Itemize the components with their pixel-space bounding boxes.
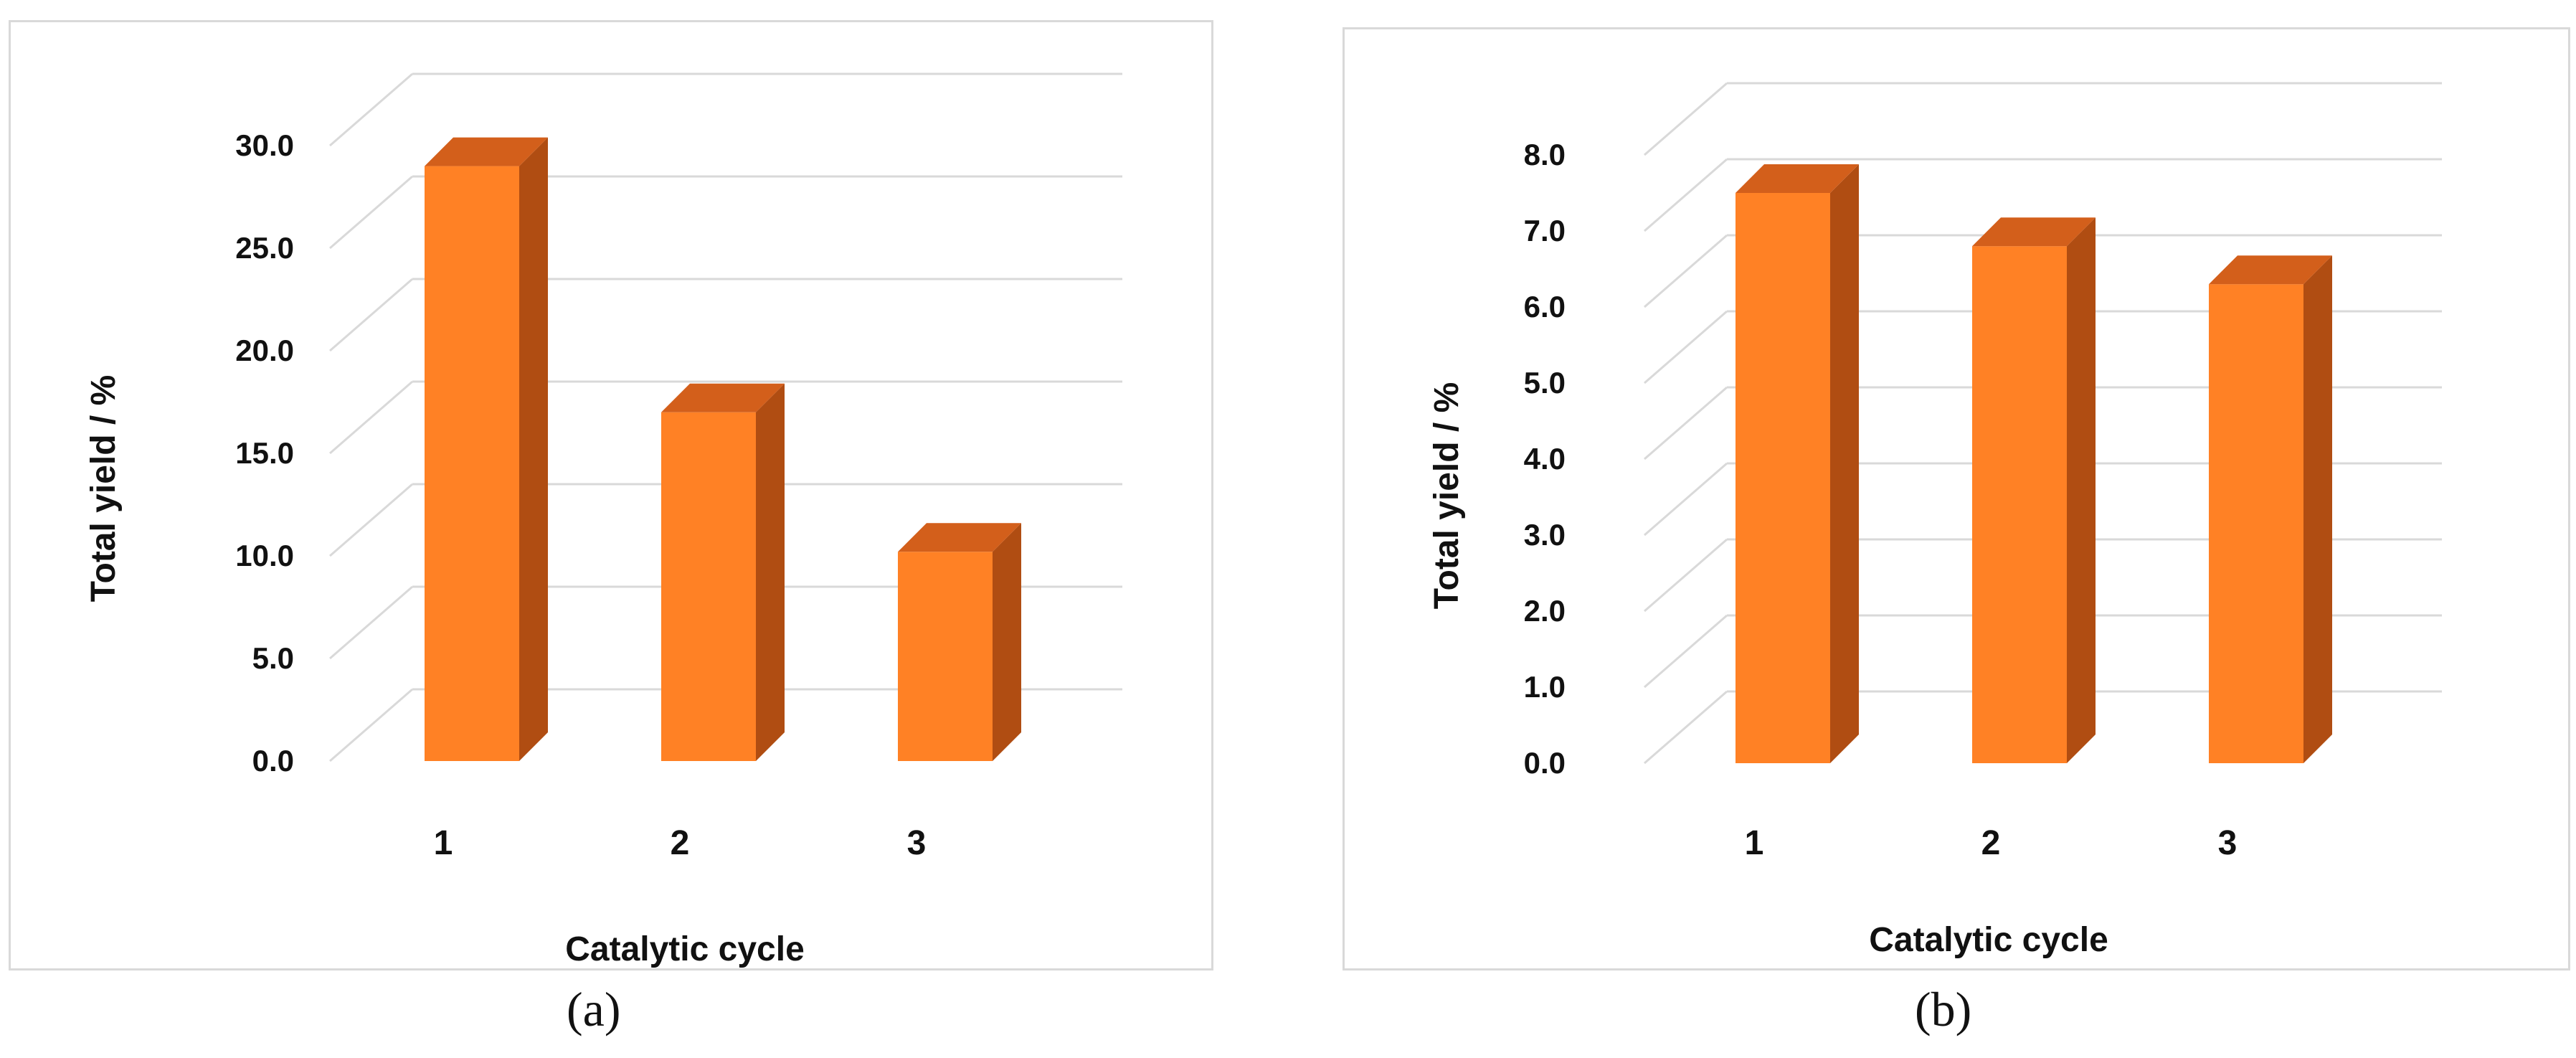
bar-top: [898, 523, 1021, 552]
bar-side: [519, 137, 548, 762]
y-tick-label: 1.0: [1524, 670, 1566, 704]
x-tick-label: 3: [907, 824, 927, 862]
gridline-depth: [1644, 614, 1728, 689]
x-tick-label: 3: [2218, 824, 2238, 862]
bar-side: [993, 523, 1021, 761]
bar-side: [756, 383, 785, 761]
y-tick-label: 7.0: [1524, 214, 1566, 247]
y-axis-title: Total yield / %: [85, 375, 123, 603]
y-tick-label: 4.0: [1524, 442, 1566, 476]
y-tick-label: 3.0: [1524, 518, 1566, 552]
bar-side: [1830, 164, 1859, 763]
bar-top: [1972, 217, 2096, 247]
bar: [2209, 284, 2303, 763]
bar-top: [2209, 255, 2332, 285]
gridline-depth: [329, 688, 413, 762]
gridline-depth: [1644, 462, 1728, 537]
bar-side: [2067, 217, 2096, 763]
y-tick-label: 5.0: [1524, 366, 1566, 400]
gridline-depth: [1644, 82, 1728, 156]
y-tick-label: 6.0: [1524, 290, 1566, 323]
y-tick-label: 30.0: [235, 128, 294, 162]
bar: [1972, 246, 2067, 763]
gridline-depth: [329, 175, 413, 250]
y-tick-label: 10.0: [235, 539, 294, 572]
y-axis-title: Total yield / %: [1428, 382, 1466, 610]
x-axis-title: Catalytic cycle: [565, 930, 805, 968]
gridline-depth: [329, 72, 413, 147]
x-tick-label: 2: [1981, 824, 2001, 862]
x-tick-label: 1: [1745, 824, 1764, 862]
chart-panel-b: 0.0 1.0 2.0 3.0 4.0 5.0 6.0 7.0 8.0 1 2 3 Catalytic …: [1343, 27, 2570, 970]
gridline-depth: [329, 483, 413, 557]
gridline-depth: [1644, 310, 1728, 384]
chart-panel-a: 0.0 5.0 10.0 15.0 20.0 25.0 30.0 1 2 3 Catalytic c…: [9, 20, 1213, 970]
gridline-depth: [1644, 234, 1728, 308]
bar: [1736, 193, 1830, 763]
y-tick-label: 2.0: [1524, 594, 1566, 628]
gridline-depth: [1644, 158, 1728, 232]
y-tick-label: 5.0: [252, 641, 294, 675]
gridline-depth: [1644, 386, 1728, 460]
y-tick-label: 0.0: [252, 744, 294, 778]
bar: [898, 552, 993, 761]
chart-a-svg: 0.0 5.0 10.0 15.0 20.0 25.0 30.0 1 2 3 Catalytic c…: [85, 72, 1122, 968]
gridline-depth: [1644, 690, 1728, 765]
gridline-depth: [1644, 538, 1728, 613]
x-tick-label: 2: [671, 824, 690, 862]
bar: [425, 166, 519, 762]
bar: [661, 412, 756, 761]
y-tick-label: 8.0: [1524, 138, 1566, 171]
chart-b-svg: 0.0 1.0 2.0 3.0 4.0 5.0 6.0 7.0 8.0 1 2 3 Catalytic …: [1428, 82, 2442, 959]
bar-side: [2303, 255, 2332, 763]
y-tick-label: 25.0: [235, 231, 294, 265]
gridline-depth: [329, 380, 413, 455]
x-tick-label: 1: [434, 824, 453, 862]
y-tick-label: 20.0: [235, 334, 294, 367]
bar-top: [1736, 164, 1859, 193]
y-tick-label: 0.0: [1524, 746, 1566, 780]
figure-caption-b: (b): [1915, 982, 1972, 1036]
bar-top: [425, 137, 548, 166]
gridline-depth: [329, 278, 413, 352]
y-tick-label: 15.0: [235, 436, 294, 470]
x-axis-title: Catalytic cycle: [1869, 921, 2108, 959]
figure-caption-a: (a): [567, 982, 621, 1036]
bar-top: [661, 383, 785, 412]
gridline-depth: [329, 585, 413, 660]
